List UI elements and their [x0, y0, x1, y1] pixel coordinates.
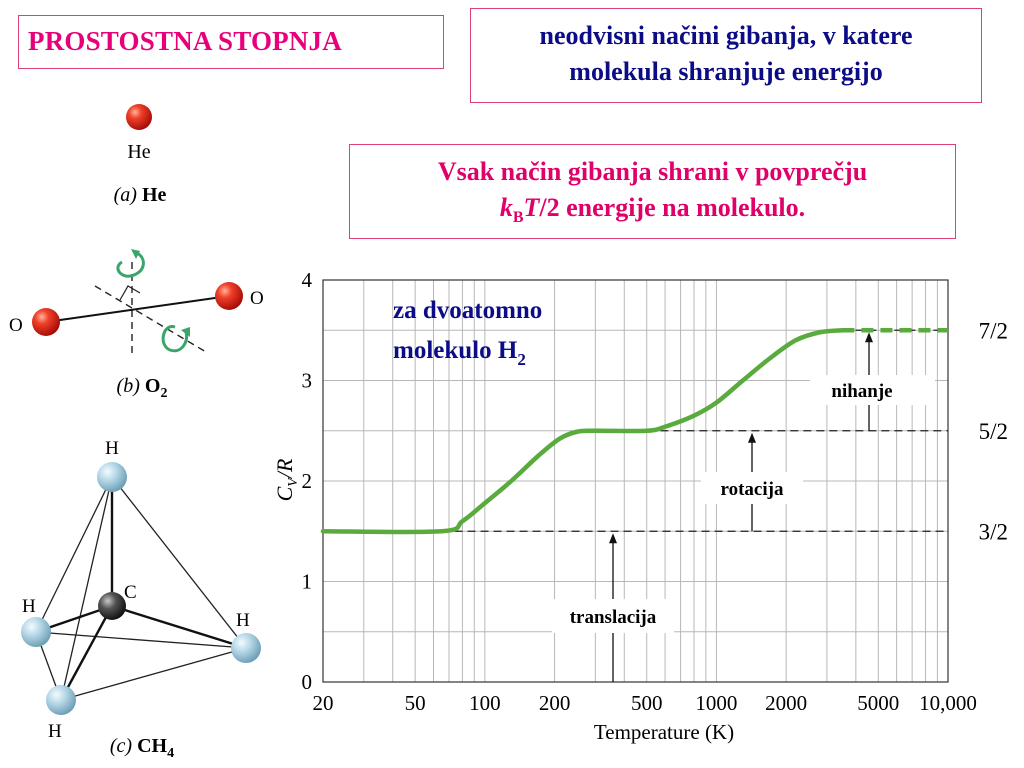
- ch4-edges: [35, 476, 247, 701]
- molecule-annotation-sub: 2: [517, 350, 526, 369]
- he-atom-label: He: [127, 141, 150, 163]
- he-molecule: He (a) He: [114, 104, 167, 206]
- rotation-arrow-top-icon: [116, 251, 145, 278]
- he-caption-name: He: [142, 184, 167, 206]
- definition-line-1: neodvisni načini gibanja, v katere: [539, 21, 913, 50]
- o2-caption-name: O: [145, 375, 161, 397]
- y-axis-label-sub: V: [286, 477, 301, 487]
- ch4-atom-carbon: [98, 592, 126, 620]
- ch4-molecule: H C H H H (c) CH4: [21, 438, 261, 761]
- x-tick-8: 10,000: [919, 691, 977, 715]
- x-axis-label: Temperature (K): [594, 720, 734, 744]
- ch4-label-left: H: [22, 596, 36, 617]
- rotation-arrow-bottom-icon: [161, 325, 189, 353]
- rotation-arrow-head-icon: [748, 432, 756, 443]
- x-tick-3: 200: [539, 691, 571, 715]
- y-tick-4: 4: [302, 268, 313, 292]
- molecule-annotation: za dvoatomno molekulo H2: [393, 297, 549, 369]
- equipartition-rest: /2 energije na molekulo.: [539, 193, 806, 222]
- definition-box: neodvisni načini gibanja, v katere molek…: [470, 8, 982, 103]
- level-label-1: 5/2: [979, 419, 1008, 444]
- ch4-atom-bottom: [46, 685, 76, 715]
- curve-series-0: [320, 328, 845, 535]
- title-box: PROSTOSTNA STOPNJA: [18, 15, 444, 69]
- ch4-label-bottom: H: [48, 721, 62, 742]
- x-tick-1: 50: [405, 691, 426, 715]
- rotation-arrow-top-head-icon: [131, 249, 140, 259]
- chart-ticks: 20 50 100 200 500 1000 2000 5000 10,000 0 1 2 3 4: [302, 268, 977, 715]
- ch4-label-right: H: [236, 610, 250, 631]
- o2-axis-diagonal: [94, 285, 207, 353]
- boltzmann-k: k: [499, 193, 513, 222]
- vibration-label-text: nihanje: [831, 381, 892, 402]
- equipartition-line-2: kBT/2 energije na molekulo.: [350, 190, 955, 236]
- ch4-bonds: [35, 477, 247, 701]
- he-caption-letter: (a): [114, 184, 138, 206]
- ch4-caption-letter: (c): [110, 735, 133, 757]
- x-tick-5: 1000: [695, 691, 737, 715]
- level-label-2: 7/2: [979, 318, 1008, 343]
- rotation-label-text: rotacija: [721, 479, 784, 500]
- ch4-label-carbon: C: [124, 582, 137, 603]
- chart-curve: [320, 328, 948, 535]
- ch4-atom-left: [21, 617, 51, 647]
- ch4-caption-sub: 4: [167, 746, 174, 761]
- equipartition-box: Vsak način gibanja shrani v povprečju kB…: [349, 144, 956, 239]
- y-tick-1: 1: [302, 570, 313, 594]
- molecule-annotation-line-1: za dvoatomno: [393, 297, 542, 324]
- definition-line-2: molekula shranjuje energijo: [569, 57, 883, 86]
- rotation-label: rotacija: [701, 472, 803, 504]
- temperature-symbol: T: [523, 193, 540, 222]
- translation-arrow-head-icon: [609, 533, 617, 544]
- page-title: PROSTOSTNA STOPNJA: [28, 26, 342, 56]
- ch4-label-top: H: [105, 438, 119, 459]
- ch4-caption: (c) CH4: [110, 735, 174, 761]
- o2-right-angle-mark: [119, 285, 141, 301]
- o2-caption-letter: (b): [117, 375, 141, 397]
- x-tick-4: 500: [631, 691, 663, 715]
- x-tick-6: 2000: [765, 691, 807, 715]
- translation-label-bg: [552, 599, 674, 633]
- o2-caption: (b) O2: [117, 375, 168, 401]
- o2-molecule: O O (b) O2: [9, 249, 264, 401]
- o2-atom-left: [32, 308, 60, 336]
- o2-bond: [45, 295, 230, 323]
- boltzmann-sub: B: [512, 209, 524, 227]
- heat-capacity-chart: 3/25/27/2 20 50 100 200 500 1000 2000 5000 10,00…: [272, 268, 1008, 744]
- he-caption: (a) He: [114, 184, 167, 206]
- ch4-atom-top: [97, 462, 127, 492]
- x-tick-7: 5000: [857, 691, 899, 715]
- he-atom: [126, 104, 152, 130]
- vibration-label: nihanje: [810, 375, 935, 405]
- o2-atom-right: [215, 282, 243, 310]
- o2-caption-sub: 2: [160, 386, 167, 401]
- level-label-0: 3/2: [979, 519, 1008, 544]
- y-axis-label: CV/R: [272, 458, 301, 501]
- y-axis-label-rest: /R: [272, 458, 297, 480]
- o2-label-left: O: [9, 315, 23, 336]
- translation-label-text: translacija: [570, 607, 657, 628]
- ch4-caption-name: CH: [137, 735, 167, 757]
- y-axis-label-main: C: [272, 486, 297, 501]
- rotation-arrow-bottom-head-icon: [181, 327, 190, 337]
- y-tick-3: 3: [302, 369, 313, 393]
- x-tick-2: 100: [469, 691, 501, 715]
- o2-label-right: O: [250, 288, 264, 309]
- translation-label: translacija: [552, 599, 674, 633]
- y-tick-0: 0: [302, 670, 313, 694]
- rotation-label-bg: [701, 472, 803, 504]
- equipartition-line-1: Vsak način gibanja shrani v povprečju: [437, 157, 868, 186]
- vibration-arrow-head-icon: [865, 332, 873, 343]
- plot-frame: [322, 279, 949, 683]
- molecule-annotation-line-2: molekulo H: [393, 337, 518, 364]
- y-tick-2: 2: [302, 469, 313, 493]
- vibration-label-bg: [810, 375, 935, 405]
- ch4-atom-right: [231, 633, 261, 663]
- x-tick-0: 20: [313, 691, 334, 715]
